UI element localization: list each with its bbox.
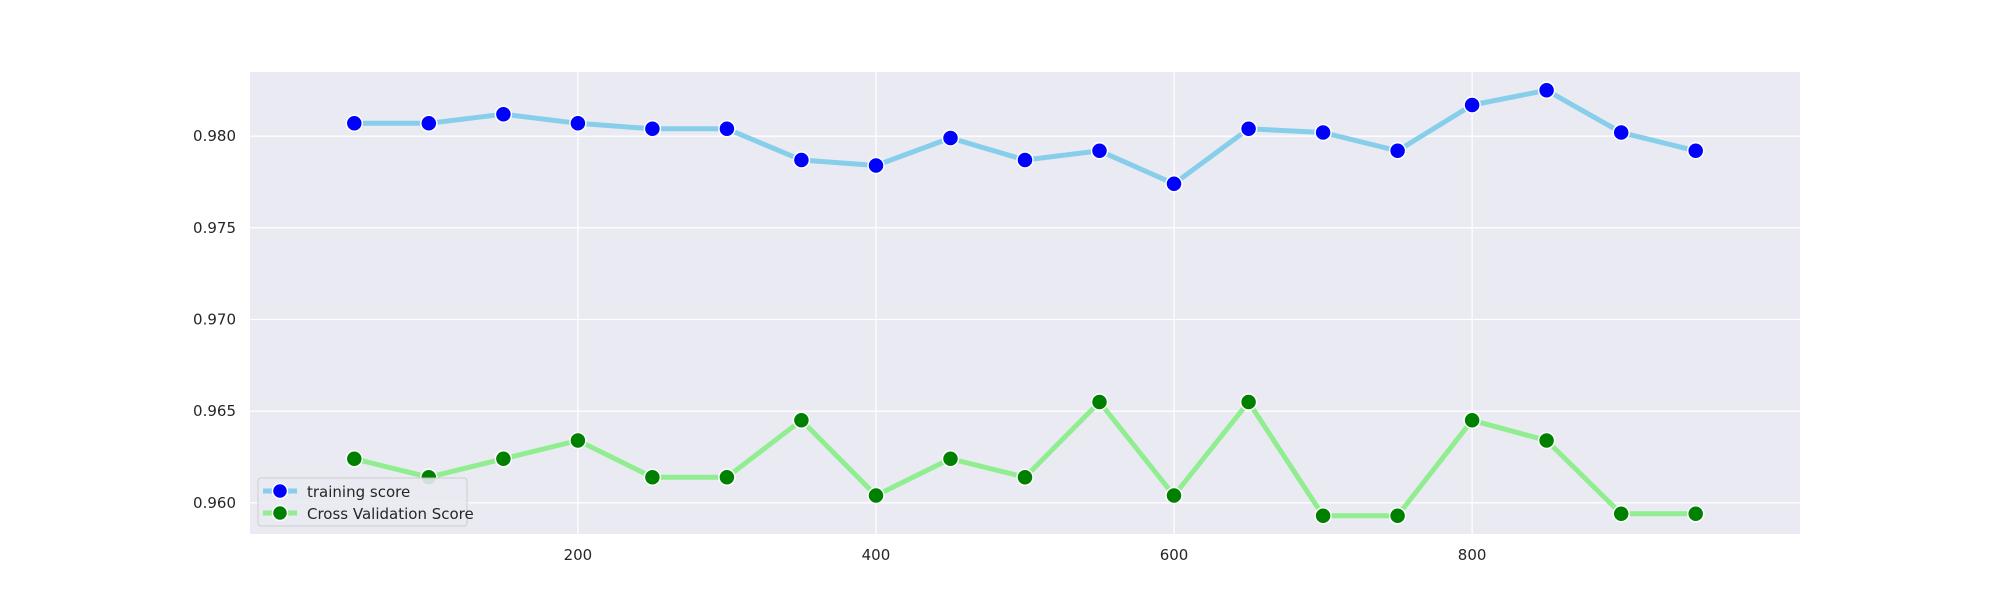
data-point-training-score (1314, 123, 1332, 142)
series-training-score (345, 81, 1705, 193)
legend-marker-cross-validation (271, 504, 289, 522)
data-point-training-score (1612, 123, 1630, 142)
data-point-cross-validation-score (718, 468, 736, 486)
data-point-cross-validation-score (1686, 505, 1705, 523)
data-point-training-score (1463, 96, 1481, 114)
data-point-cross-validation-score (941, 450, 960, 468)
data-point-training-score (792, 151, 811, 169)
data-point-cross-validation-score (1314, 506, 1332, 525)
data-point-cross-validation-score (345, 450, 364, 468)
data-point-training-score (494, 105, 513, 123)
data-point-training-score (1686, 142, 1705, 160)
data-point-cross-validation-score (1016, 468, 1034, 486)
series-layer (345, 81, 1705, 525)
data-point-training-score (1239, 120, 1258, 138)
data-point-cross-validation-score (1537, 431, 1556, 450)
data-point-cross-validation-score (643, 468, 662, 486)
data-point-training-score (420, 114, 438, 133)
data-point-training-score (941, 129, 960, 147)
y-tick-label: 0.965 (193, 402, 236, 420)
data-point-training-score (643, 120, 662, 138)
legend-label-training: training score (307, 483, 410, 501)
data-point-cross-validation-score (1463, 411, 1481, 430)
data-point-cross-validation-score (494, 450, 513, 468)
legend: training score Cross Validation Score (257, 477, 474, 527)
data-point-cross-validation-score (1612, 505, 1630, 523)
grid-lines (250, 72, 1800, 534)
data-point-training-score (1016, 151, 1034, 169)
series-cross-validation-score (345, 393, 1705, 525)
legend-entry-cross-validation: Cross Validation Score (263, 504, 474, 523)
y-tick-label: 0.960 (193, 494, 236, 512)
data-point-training-score (1090, 142, 1109, 160)
y-tick-label: 0.975 (193, 219, 236, 237)
x-tick-label: 400 (862, 546, 891, 564)
data-point-training-score (1165, 175, 1183, 193)
data-point-training-score (718, 120, 736, 138)
data-point-cross-validation-score (569, 431, 587, 450)
x-tick-label: 800 (1458, 546, 1487, 564)
data-point-cross-validation-score (1165, 486, 1183, 505)
data-point-cross-validation-score (867, 486, 885, 505)
data-point-training-score (1537, 81, 1556, 100)
data-point-training-score (1388, 142, 1407, 160)
legend-box (257, 477, 468, 527)
x-tick-label: 200 (564, 546, 593, 564)
tick-labels: 0.960 0.965 0.970 0.975 0.980 200 400 600 800 (193, 127, 1486, 564)
data-point-cross-validation-score (1239, 393, 1258, 411)
data-point-cross-validation-score (792, 411, 811, 430)
legend-entry-training: training score (263, 482, 410, 501)
data-point-cross-validation-score (1388, 506, 1407, 525)
data-point-training-score (345, 114, 364, 133)
x-tick-label: 600 (1160, 546, 1189, 564)
data-point-cross-validation-score (1090, 393, 1109, 411)
data-point-training-score (867, 156, 885, 175)
y-tick-label: 0.970 (193, 311, 236, 329)
legend-marker-training (271, 482, 289, 500)
y-tick-label: 0.980 (193, 127, 236, 145)
data-point-training-score (569, 114, 587, 133)
legend-label-cross-validation: Cross Validation Score (307, 505, 474, 523)
